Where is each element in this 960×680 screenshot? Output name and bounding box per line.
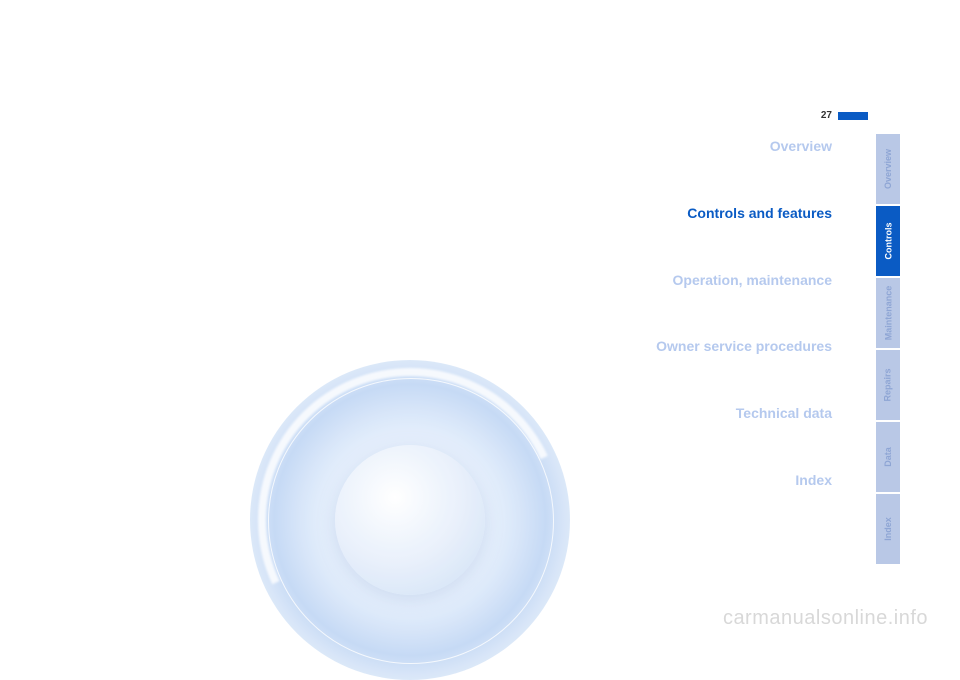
toc-item-controls[interactable]: Controls and features (532, 205, 832, 222)
tab-label: Controls (883, 223, 893, 260)
tab-repairs[interactable]: Repairs (876, 350, 900, 420)
dial-knob (250, 360, 570, 680)
toc-item-operation[interactable]: Operation, maintenance (532, 272, 832, 289)
tab-label: Index (883, 517, 893, 541)
dial-arc (250, 360, 570, 680)
toc-item-owner-service[interactable]: Owner service procedures (532, 338, 832, 355)
page-marker (838, 112, 868, 120)
tab-maintenance[interactable]: Maintenance (876, 278, 900, 348)
tab-label: Overview (883, 149, 893, 189)
toc-item-index[interactable]: Index (532, 472, 832, 489)
tab-controls[interactable]: Controls (876, 206, 900, 276)
page-number: 27 (821, 110, 832, 121)
tab-label: Data (883, 447, 893, 467)
dial-illustration (250, 360, 570, 680)
watermark: carmanualsonline.info (723, 607, 928, 630)
tab-label: Maintenance (883, 286, 893, 341)
tab-label: Repairs (883, 368, 893, 401)
manual-page: 27 Overview Controls and features Operat… (80, 110, 900, 570)
side-tabs: Overview Controls Maintenance Repairs Da… (876, 134, 900, 566)
toc-item-overview[interactable]: Overview (532, 138, 832, 155)
toc-item-technical-data[interactable]: Technical data (532, 405, 832, 422)
table-of-contents: Overview Controls and features Operation… (532, 138, 832, 539)
tab-overview[interactable]: Overview (876, 134, 900, 204)
tab-data[interactable]: Data (876, 422, 900, 492)
tab-index[interactable]: Index (876, 494, 900, 564)
